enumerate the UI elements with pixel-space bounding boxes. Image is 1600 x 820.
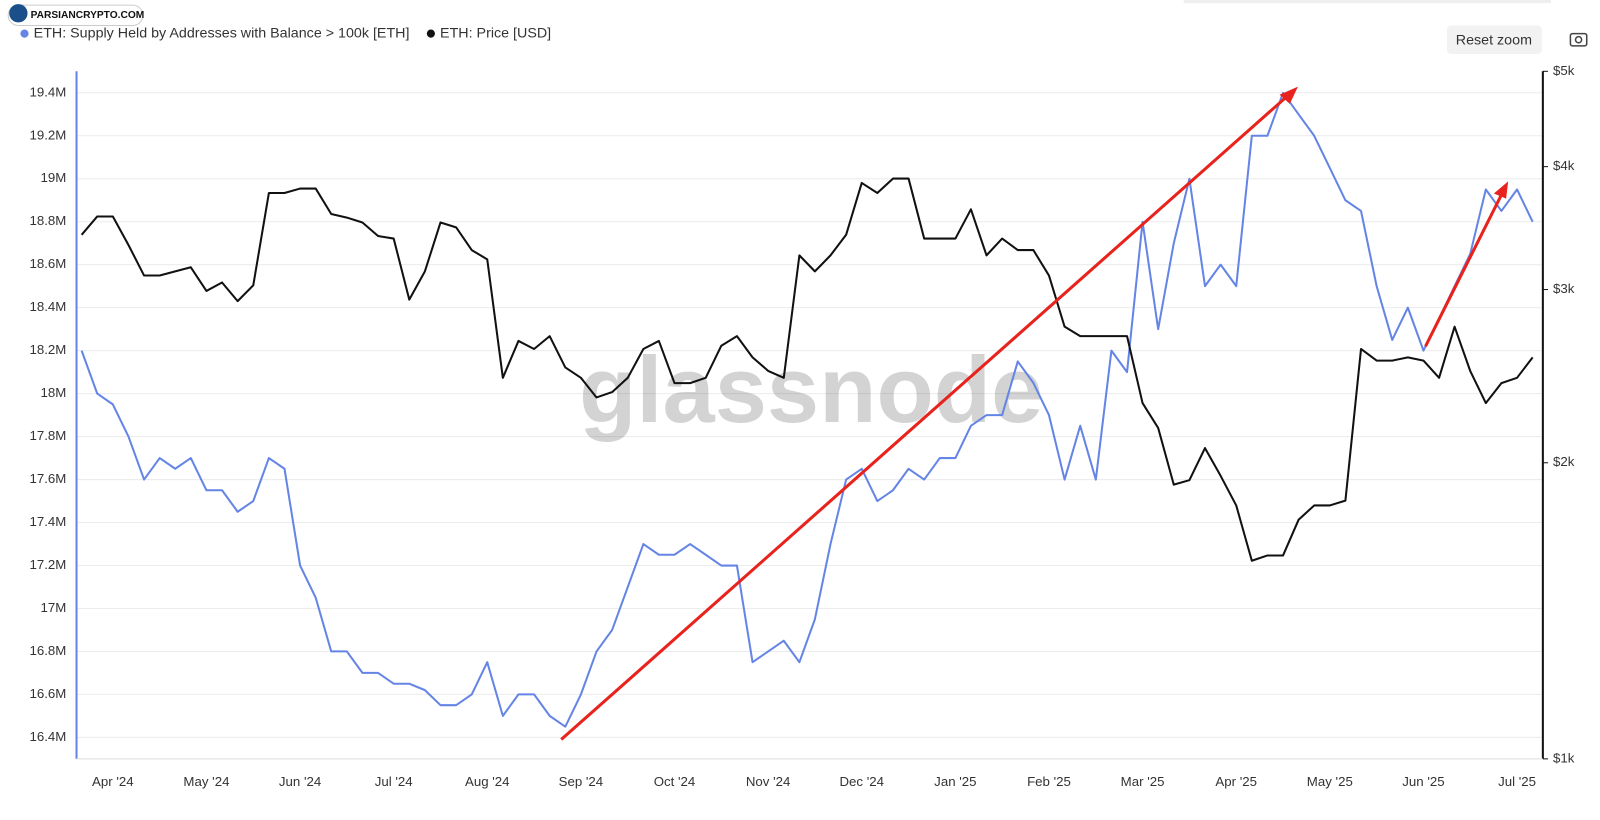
x-tick-label: May '24 [183,774,229,789]
series-line [80,177,1534,562]
plot: 16.4M 16.6M 16.8M 17M 17.2M 17.4M 17.6M 17.8M 18… [29,63,1574,789]
x-tick-label: Jan '25 [934,774,976,789]
y-tick-label: 19M [41,170,67,185]
x-tick-label: May '25 [1307,774,1353,789]
y-tick-label: 16.4M [29,729,66,744]
y2-tick-label: $2k [1553,454,1575,469]
reset-zoom-label[interactable]: Reset zoom [1456,33,1532,49]
y2-tick-label: $5k [1553,63,1575,78]
x-tick-label: Jun '24 [279,774,321,789]
logo-box [7,4,144,26]
y-tick-label: 19.2M [29,127,66,142]
x-tick-label: Apr '25 [1215,774,1257,789]
x-tick-label: Aug '24 [465,774,510,789]
y-tick-label: 17.8M [29,428,66,443]
legend-marker [426,29,435,38]
lines [80,91,1534,728]
x-tick-label: Feb '25 [1027,774,1071,789]
y2-tick-label: $1k [1553,750,1575,765]
y-tick-label: 18.2M [29,342,66,357]
x-tick-label: Dec '24 [839,774,884,789]
arrow [560,94,1289,741]
series-line [80,91,1534,728]
y-tick-label: 17.6M [29,471,66,486]
y-tick-label: 17M [41,600,67,615]
x-tick-label: Mar '25 [1121,774,1165,789]
y2-tick-label: $4k [1553,158,1575,173]
y-tick-label: 18.8M [29,213,66,228]
y-tick-label: 16.8M [29,643,66,658]
x-tick-label: Sep '24 [559,774,604,789]
y-tick-label: 18.4M [29,299,66,314]
y-tick-label: 17.4M [29,514,66,529]
legend-label: ETH: Price [USD] [440,25,551,41]
camera-body[interactable] [1569,32,1588,47]
camera-lens[interactable] [1574,35,1583,44]
y2-tick-label: $3k [1553,281,1575,296]
x-tick-label: Jun '25 [1402,774,1444,789]
camera-icon[interactable] [1569,32,1588,47]
legend-marker [20,29,29,38]
annotation-arrows [560,86,1509,741]
watermark: glassnode [579,337,1043,442]
x-tick-label: Jul '24 [375,774,413,789]
y-tick-label: 19.4M [29,84,66,99]
reset-zoom-button[interactable] [1446,25,1542,54]
y-tick-label: 18.6M [29,256,66,271]
x-tick-label: Jul '25 [1498,774,1536,789]
x-tick-label: Nov '24 [746,774,791,789]
legend-label: ETH: Supply Held by Addresses with Balan… [34,25,410,41]
y-tick-label: 16.6M [29,686,66,701]
arrowhead [1493,181,1509,199]
legend: ETH: Supply Held by Addresses with Balan… [20,25,551,41]
logo: PARSIANCRYPTO.COM [7,4,145,26]
arrowhead [1279,86,1298,104]
top-bar [1183,0,1552,4]
arrow [1424,192,1504,348]
logo-text: PARSIANCRYPTO.COM [31,10,145,21]
y-tick-label: 18M [41,385,67,400]
y-tick-label: 17.2M [29,557,66,572]
logo-icon [9,4,28,23]
x-tick-label: Oct '24 [654,774,696,789]
x-tick-label: Apr '24 [92,774,134,789]
